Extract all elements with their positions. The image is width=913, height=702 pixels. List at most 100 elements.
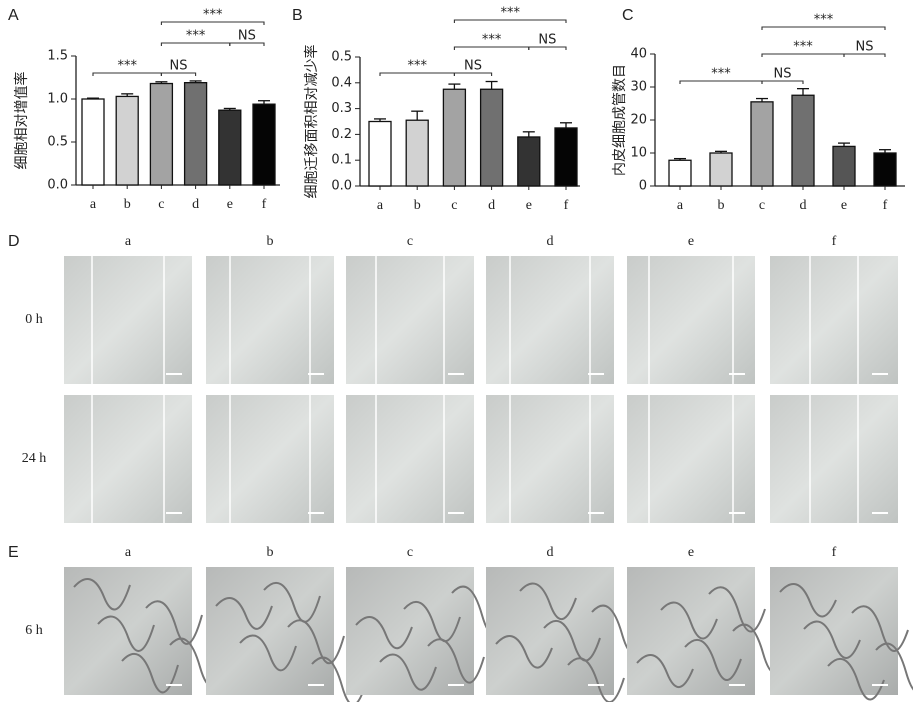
significance-bracket: [229, 42, 265, 46]
micrograph: [346, 256, 474, 384]
y-tick-label: 0.1: [331, 153, 352, 168]
bar: [709, 152, 733, 187]
x-tick-label: c: [158, 197, 164, 212]
micrograph: [346, 395, 474, 523]
significance-label: ***: [117, 59, 137, 74]
micrograph: [770, 395, 898, 523]
tube-network: [239, 634, 297, 672]
x-tick-label: f: [564, 198, 569, 213]
x-tick-label: a: [90, 197, 97, 212]
micrograph: [64, 256, 192, 384]
x-tick-label: d: [800, 198, 807, 213]
bar: [442, 88, 467, 187]
bar: [183, 82, 208, 186]
row-label: 24 h: [22, 451, 47, 466]
bar: [368, 120, 392, 187]
column-label: a: [125, 545, 132, 560]
x-tick-label: f: [883, 198, 888, 213]
tube-network: [519, 582, 577, 620]
column-label: e: [688, 545, 694, 560]
column-label: b: [267, 545, 274, 560]
y-tick-label: 40: [630, 47, 647, 62]
column-label: c: [407, 234, 413, 249]
panel-label: C: [622, 7, 634, 24]
significance-label: ***: [711, 67, 731, 82]
x-tick-label: f: [262, 197, 267, 212]
tube-network: [97, 615, 155, 652]
tube-network: [263, 581, 321, 623]
significance-label: ***: [500, 6, 520, 21]
significance-bracket: [843, 53, 886, 57]
column-label: a: [125, 234, 132, 249]
tube-network: [427, 638, 485, 684]
y-tick-label: 1.5: [47, 49, 68, 64]
bar: [668, 159, 692, 187]
y-tick-label: 0.5: [47, 135, 68, 150]
x-tick-label: e: [841, 198, 847, 213]
bar: [832, 145, 856, 187]
significance-label: ***: [793, 40, 813, 55]
significance-label: ***: [186, 29, 206, 44]
y-axis-label: 细胞迁移面积相对减少率: [303, 45, 320, 199]
column-label: d: [547, 545, 554, 560]
micrograph: [64, 395, 192, 523]
bar: [252, 103, 276, 186]
y-tick-label: 0.3: [331, 101, 352, 116]
tube-network: [355, 616, 413, 649]
x-tick-label: b: [718, 198, 725, 213]
micrograph: [627, 395, 755, 523]
micrograph: [206, 567, 334, 695]
x-tick-label: d: [192, 197, 199, 212]
tube-network: [543, 619, 601, 662]
bar: [149, 82, 174, 186]
micrograph: [486, 567, 614, 695]
column-label: f: [832, 545, 837, 560]
significance-bracket: [453, 72, 493, 76]
micrograph: [770, 567, 898, 695]
micrograph: [770, 256, 898, 384]
bar: [405, 119, 429, 187]
tube-network: [779, 583, 837, 618]
y-axis-label: 细胞相对增值率: [13, 72, 30, 170]
row-label: 0 h: [25, 312, 43, 327]
bar: [750, 101, 774, 187]
significance-label: ***: [203, 8, 223, 23]
x-tick-label: c: [759, 198, 765, 213]
significance-label: NS: [538, 33, 556, 48]
significance-bracket: [761, 26, 886, 30]
y-tick-label: 0.2: [331, 127, 352, 142]
tube-network: [215, 597, 273, 630]
panel-label: A: [8, 7, 19, 24]
bar: [517, 136, 541, 187]
tube-network: [145, 600, 203, 645]
y-tick-label: 0.0: [47, 178, 68, 193]
significance-label: ***: [482, 33, 502, 48]
column-label: f: [832, 234, 837, 249]
y-tick-label: 10: [630, 146, 647, 161]
x-tick-label: e: [526, 198, 532, 213]
significance-bracket: [160, 72, 197, 76]
significance-bracket: [453, 19, 567, 23]
tube-network: [73, 578, 131, 611]
panel-label: E: [8, 544, 19, 561]
y-tick-label: 1.0: [47, 92, 68, 107]
micrograph: [206, 395, 334, 523]
significance-bracket: [160, 21, 265, 25]
tube-network: [379, 653, 437, 691]
tube-network: [660, 601, 718, 640]
tube-network: [403, 600, 461, 643]
micrograph: [486, 395, 614, 523]
panel-label: B: [292, 7, 303, 24]
significance-label: NS: [170, 59, 188, 74]
tube-network: [684, 638, 742, 681]
tube-network: [827, 657, 885, 701]
y-axis-label: 内皮细胞成管数目: [612, 64, 628, 176]
tube-network: [708, 586, 766, 633]
panel-label: D: [8, 233, 20, 250]
significance-label: ***: [814, 13, 834, 28]
micrograph: [627, 256, 755, 384]
micrograph: [64, 567, 192, 695]
x-tick-label: b: [124, 197, 131, 212]
tube-network: [287, 619, 345, 665]
